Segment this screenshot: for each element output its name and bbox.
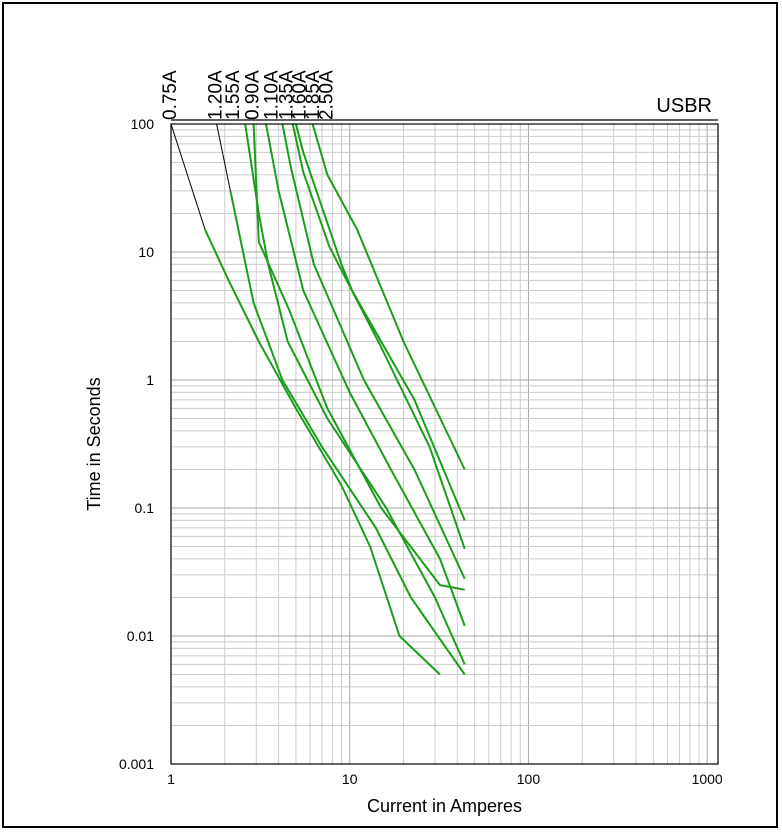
series-line-1.20A bbox=[229, 190, 466, 676]
series-label-2.50A: 2.50A bbox=[316, 70, 337, 120]
series-labels: 0.75A 1.20A1.55A0.90A1.10A1.35A1.60A1.85A… bbox=[160, 70, 337, 230]
series-label-1.35A: 1.35A bbox=[277, 70, 298, 120]
y-tick-label: 10 bbox=[138, 244, 154, 260]
series-line-0.75A bbox=[204, 229, 441, 676]
axes bbox=[170, 119, 719, 765]
series-line-1.55A bbox=[244, 123, 466, 665]
series-label-0.90A: 0.90A bbox=[243, 70, 264, 120]
chart-title: USBR bbox=[656, 95, 712, 117]
tick-labels: 1 10 100 1000 100 10 1 0.1 0.01 0.001 bbox=[119, 116, 723, 787]
y-axis-title: Time in Seconds bbox=[84, 377, 104, 510]
y-tick-label: 0.1 bbox=[135, 500, 155, 516]
y-tick-label: 1 bbox=[146, 372, 154, 388]
series-line-1.85A bbox=[294, 123, 466, 521]
x-axis-title: Current in Amperes bbox=[367, 796, 522, 816]
series-label-1.10A: 1.10A bbox=[262, 70, 283, 120]
series-lines bbox=[204, 123, 466, 676]
plot-border bbox=[170, 123, 719, 765]
x-tick-label: 10 bbox=[342, 771, 358, 787]
series-label-1.20A: 1.20A bbox=[206, 70, 227, 120]
series-line-0.90A bbox=[252, 123, 465, 591]
series-line-1.10A bbox=[265, 123, 466, 627]
x-tick-label: 1 bbox=[167, 771, 175, 787]
x-tick-label: 1000 bbox=[692, 771, 723, 787]
series-label-0.75A: 0.75A bbox=[160, 70, 181, 120]
y-tick-label: 0.001 bbox=[119, 756, 154, 772]
grid bbox=[171, 124, 718, 764]
series-line-1.35A bbox=[281, 123, 466, 580]
x-tick-label: 100 bbox=[517, 771, 541, 787]
series-line-2.50A bbox=[311, 123, 466, 470]
series-leader-line bbox=[170, 123, 206, 230]
series-label-1.55A: 1.55A bbox=[223, 70, 244, 120]
series-label-1.85A: 1.85A bbox=[303, 70, 324, 120]
series-label-1.60A: 1.60A bbox=[289, 70, 310, 120]
y-tick-label: 0.01 bbox=[127, 628, 154, 644]
series-leader-line bbox=[216, 123, 231, 192]
y-tick-label: 100 bbox=[131, 116, 155, 132]
